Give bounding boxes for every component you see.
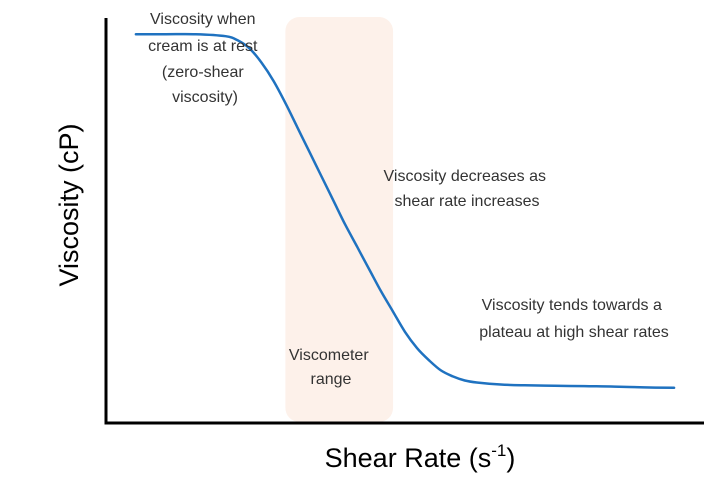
band-label-line-2: range xyxy=(311,371,352,388)
annotation-plateau-line-1: Viscosity tends towards a xyxy=(482,297,662,314)
viscometer-range-label: Viscometer range xyxy=(289,347,373,388)
x-axis-label-main: Shear Rate (s xyxy=(325,443,492,473)
annotation-plateau: Viscosity tends towards a plateau at hig… xyxy=(479,297,668,341)
band-label-line-1: Viscometer xyxy=(289,347,369,364)
annotation-zero-shear: Viscosity when cream is at rest (zero-sh… xyxy=(148,11,262,106)
y-axis-label: Viscosity (cP) xyxy=(54,123,84,286)
annotation-shear-thinning-line-1: Viscosity decreases as xyxy=(384,168,546,185)
annotation-plateau-line-2: plateau at high shear rates xyxy=(479,324,668,341)
annotation-zero-shear-line-4: viscosity) xyxy=(172,89,238,106)
annotation-zero-shear-line-2: cream is at rest xyxy=(148,38,258,55)
x-axis-label: Shear Rate (s-1) xyxy=(325,441,516,473)
x-axis-label-suffix: ) xyxy=(506,443,515,473)
annotation-shear-thinning-line-2: shear rate increases xyxy=(395,193,540,210)
x-axis-label-superscript: -1 xyxy=(491,441,506,460)
series-line xyxy=(134,32,676,390)
annotation-zero-shear-line-3: (zero-shear xyxy=(162,64,244,81)
annotation-shear-thinning: Viscosity decreases as shear rate increa… xyxy=(384,168,551,210)
viscometer-range-band xyxy=(285,17,394,422)
annotation-zero-shear-line-1: Viscosity when xyxy=(150,11,256,28)
